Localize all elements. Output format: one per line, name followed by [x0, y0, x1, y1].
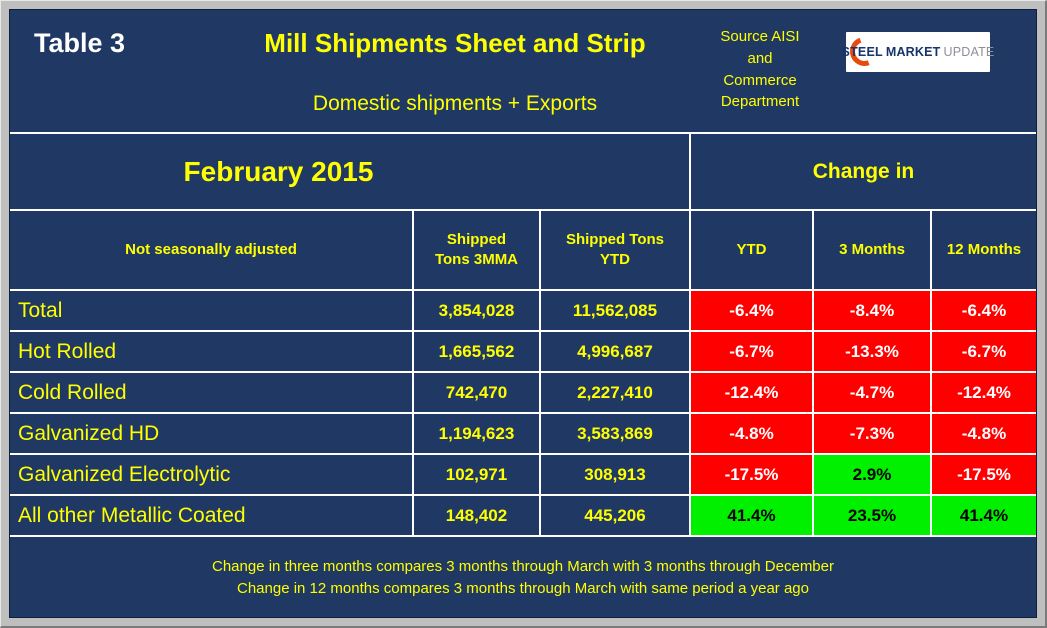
change-3mo-cell: -8.4% [814, 291, 932, 330]
change-ytd-cell: -4.8% [691, 414, 814, 453]
shipped-3mma-value: 102,971 [414, 455, 541, 494]
logo-word-update: UPDATE [943, 45, 995, 59]
shipped-3mma-value: 3,854,028 [414, 291, 541, 330]
source-note: Source AISI and Commerce Department [720, 28, 800, 111]
steel-market-update-logo: STEEL MARKET UPDATE [842, 32, 994, 72]
shipped-3mma-value: 148,402 [414, 496, 541, 535]
footnote-line-2: Change in 12 months compares 3 months th… [237, 579, 809, 597]
shipped-3mma-value: 1,665,562 [414, 332, 541, 371]
col-header-shipped-ytd: Shipped Tons YTD [541, 211, 691, 289]
change-ytd-cell: -6.4% [691, 291, 814, 330]
column-header-row: Not seasonally adjusted Shipped Tons 3MM… [10, 209, 1036, 289]
col-header-change-12mo: 12 Months [946, 240, 1022, 258]
change-12mo-cell: -17.5% [932, 455, 1036, 494]
table-row-galvanized-hd: Galvanized HD 1,194,623 3,583,869 -4.8% … [10, 412, 1036, 453]
shipped-ytd-value: 11,562,085 [541, 291, 691, 330]
change-12mo-cell: 41.4% [932, 496, 1036, 535]
change-12mo-cell: -4.8% [932, 414, 1036, 453]
period-cell: February 2015 [10, 134, 691, 209]
logo-word-market: MARKET [885, 45, 941, 59]
change-12mo-cell: -12.4% [932, 373, 1036, 412]
row-label: Galvanized HD [10, 414, 414, 453]
shipped-ytd-value: 445,206 [541, 496, 691, 535]
row-label: Hot Rolled [10, 332, 414, 371]
change-in-label: Change in [812, 159, 915, 183]
page-title: Mill Shipments Sheet and Strip [264, 28, 646, 58]
shipped-ytd-value: 4,996,687 [541, 332, 691, 371]
row-label: Cold Rolled [10, 373, 414, 412]
shipped-ytd-value: 308,913 [541, 455, 691, 494]
shipped-ytd-value: 2,227,410 [541, 373, 691, 412]
table-row-cold-rolled: Cold Rolled 742,470 2,227,410 -12.4% -4.… [10, 371, 1036, 412]
shipped-3mma-value: 1,194,623 [414, 414, 541, 453]
table-row-total: Total 3,854,028 11,562,085 -6.4% -8.4% -… [10, 289, 1036, 330]
change-12mo-cell: -6.4% [932, 291, 1036, 330]
footnotes: Change in three months compares 3 months… [10, 535, 1036, 617]
shipped-3mma-value: 742,470 [414, 373, 541, 412]
change-3mo-cell: 23.5% [814, 496, 932, 535]
change-ytd-cell: -17.5% [691, 455, 814, 494]
change-ytd-cell: 41.4% [691, 496, 814, 535]
change-ytd-cell: -6.7% [691, 332, 814, 371]
table-number-label: Table 3 [34, 28, 126, 58]
mill-shipments-table: Table 3 Mill Shipments Sheet and Strip D… [9, 9, 1037, 618]
footnote-line-1: Change in three months compares 3 months… [212, 557, 834, 575]
table-row-all-other-metallic-coated: All other Metallic Coated 148,402 445,20… [10, 494, 1036, 535]
page-subtitle: Domestic shipments + Exports [312, 92, 598, 115]
table-row-hot-rolled: Hot Rolled 1,665,562 4,996,687 -6.7% -13… [10, 330, 1036, 371]
logo-word-steel: STEEL [841, 45, 883, 59]
table-row-galvanized-electrolytic: Galvanized Electrolytic 102,971 308,913 … [10, 453, 1036, 494]
shipped-ytd-value: 3,583,869 [541, 414, 691, 453]
change-3mo-cell: 2.9% [814, 455, 932, 494]
table-header: Table 3 Mill Shipments Sheet and Strip D… [10, 10, 1036, 132]
row-label: All other Metallic Coated [10, 496, 414, 535]
change-3mo-cell: -13.3% [814, 332, 932, 371]
row-label: Galvanized Electrolytic [10, 455, 414, 494]
col-header-change-ytd: YTD [691, 211, 814, 289]
col-header-change-3mo: 3 Months [814, 211, 932, 289]
row-label: Total [10, 291, 414, 330]
change-ytd-cell: -12.4% [691, 373, 814, 412]
change-3mo-cell: -4.7% [814, 373, 932, 412]
change-3mo-cell: -7.3% [814, 414, 932, 453]
period-band: February 2015 Change in [10, 132, 1036, 209]
period-label: February 2015 [183, 155, 374, 187]
col-header-shipped-3mma: Shipped Tons 3MMA [414, 211, 541, 289]
change-12mo-cell: -6.7% [932, 332, 1036, 371]
col-header-label: Not seasonally adjusted [10, 211, 414, 289]
